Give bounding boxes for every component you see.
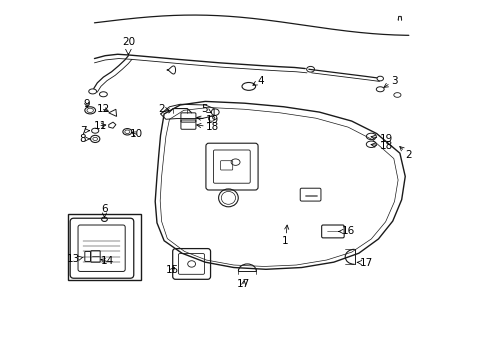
- Text: 8: 8: [80, 134, 89, 144]
- Text: 1: 1: [282, 225, 288, 246]
- Text: 15: 15: [165, 265, 179, 275]
- Text: 20: 20: [122, 37, 135, 47]
- Text: 17: 17: [237, 279, 250, 289]
- Text: 13: 13: [67, 254, 83, 264]
- Text: 10: 10: [130, 129, 143, 139]
- Text: 18: 18: [370, 141, 392, 152]
- Text: 2: 2: [158, 104, 169, 113]
- Text: 9: 9: [83, 99, 90, 109]
- Text: 6: 6: [101, 203, 107, 217]
- Text: 14: 14: [100, 256, 113, 266]
- Text: 19: 19: [196, 115, 219, 125]
- Text: 5: 5: [201, 104, 211, 113]
- Text: 12: 12: [97, 104, 110, 114]
- Text: 4: 4: [252, 76, 264, 86]
- Text: 3: 3: [383, 76, 397, 87]
- Text: 16: 16: [338, 226, 354, 237]
- Bar: [67, 214, 141, 280]
- Text: 7: 7: [80, 126, 89, 136]
- Text: 2: 2: [399, 147, 411, 160]
- Text: 18: 18: [196, 122, 219, 132]
- Text: 11: 11: [94, 121, 107, 131]
- Text: 19: 19: [370, 134, 392, 144]
- Text: 17: 17: [356, 258, 372, 268]
